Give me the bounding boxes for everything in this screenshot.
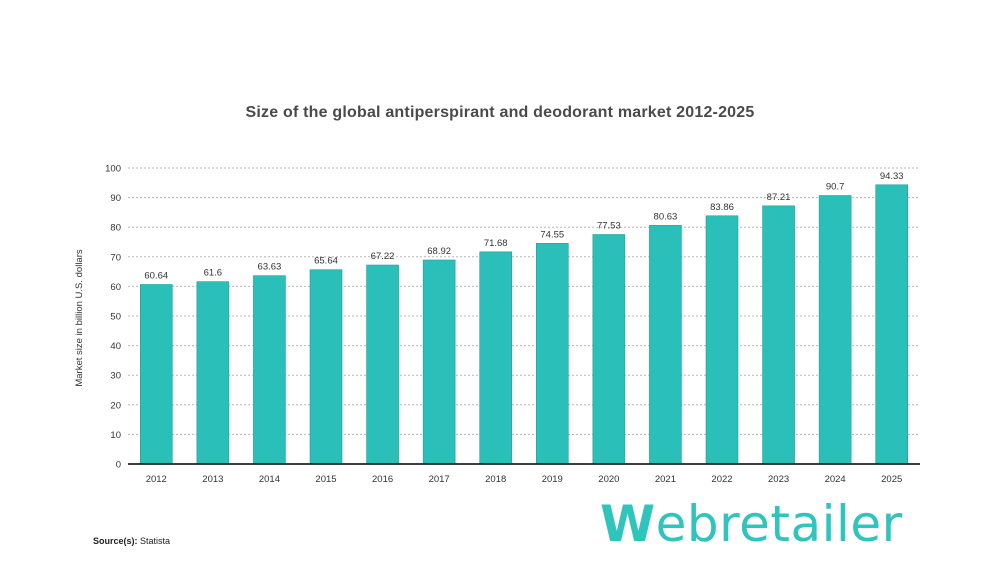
- x-axis-ticks: 2012 2013 2014 2015 2016 2017 2018 2019 2020 2021…: [146, 474, 903, 485]
- logo-rest: ebretailer: [655, 495, 903, 553]
- x-tick-label: 2015: [315, 474, 336, 485]
- webretailer-logo: Webretailer: [600, 494, 903, 554]
- y-tick-label: 50: [110, 312, 121, 323]
- x-tick-label: 2020: [598, 474, 619, 485]
- value-label: 83.86: [710, 202, 734, 213]
- y-tick-label: 90: [110, 193, 121, 204]
- x-tick-label: 2024: [825, 474, 846, 485]
- chart-title: Size of the global antiperspirant and de…: [245, 104, 755, 121]
- y-tick-label: 10: [110, 430, 121, 441]
- bar-2020: [592, 234, 626, 465]
- value-label: 80.63: [654, 211, 678, 222]
- bar-2018: [479, 251, 513, 465]
- bar-2022: [705, 215, 739, 465]
- bar-2014: [253, 275, 286, 465]
- y-tick-label: 30: [110, 371, 121, 382]
- x-tick-label: 2018: [485, 474, 506, 485]
- value-label: 71.68: [484, 238, 508, 249]
- value-label: 68.92: [427, 246, 451, 257]
- x-tick-label: 2012: [146, 474, 167, 485]
- bar-2012: [139, 284, 173, 465]
- value-label: 65.64: [314, 256, 338, 267]
- value-labels: 60.64 61.6 63.63 65.64 67.22 68.92 71.68 74.55 7…: [144, 171, 903, 282]
- source-note: Source(s): Statista: [93, 536, 170, 546]
- y-tick-label: 70: [110, 252, 121, 263]
- bar-2017: [422, 259, 456, 465]
- y-axis-title: Market size in billion U.S. dollars: [74, 249, 85, 387]
- value-label: 77.53: [597, 221, 621, 232]
- value-label: 60.64: [144, 271, 168, 282]
- source-label: Source(s):: [93, 536, 138, 546]
- x-tick-label: 2014: [259, 474, 280, 485]
- bar-2015: [309, 269, 343, 465]
- bar-2023: [762, 205, 795, 465]
- y-tick-label: 20: [110, 400, 121, 411]
- logo-first-letter: W: [600, 495, 656, 553]
- value-label: 87.21: [767, 192, 791, 203]
- bars: [139, 184, 909, 465]
- y-axis-ticks: 0 10 20 30 40 50 60 70 80 90 100: [105, 164, 121, 471]
- x-tick-label: 2022: [711, 474, 732, 485]
- value-label: 63.63: [258, 262, 282, 273]
- y-tick-label: 60: [110, 282, 121, 293]
- x-tick-label: 2013: [202, 474, 223, 485]
- bar-2019: [535, 243, 569, 465]
- gridlines: [128, 167, 920, 435]
- y-tick-label: 0: [116, 460, 121, 471]
- x-tick-label: 2019: [542, 474, 563, 485]
- bar-2021: [649, 225, 682, 465]
- x-tick-label: 2023: [768, 474, 789, 485]
- value-label: 94.33: [880, 171, 904, 182]
- value-label: 61.6: [204, 268, 223, 279]
- source-value: Statista: [140, 536, 171, 546]
- x-tick-label: 2016: [372, 474, 393, 485]
- bar-2016: [366, 264, 399, 465]
- x-tick-label: 2025: [881, 474, 902, 485]
- bar-2024: [818, 195, 852, 465]
- y-tick-label: 40: [110, 341, 121, 352]
- y-tick-label: 80: [110, 223, 121, 234]
- value-label: 67.22: [371, 251, 395, 262]
- value-label: 74.55: [540, 229, 564, 240]
- y-tick-label: 100: [105, 164, 121, 175]
- x-tick-label: 2021: [655, 474, 676, 485]
- bar-2025: [875, 184, 909, 465]
- bar-2013: [196, 281, 230, 465]
- x-tick-label: 2017: [429, 474, 450, 485]
- value-label: 90.7: [826, 182, 845, 193]
